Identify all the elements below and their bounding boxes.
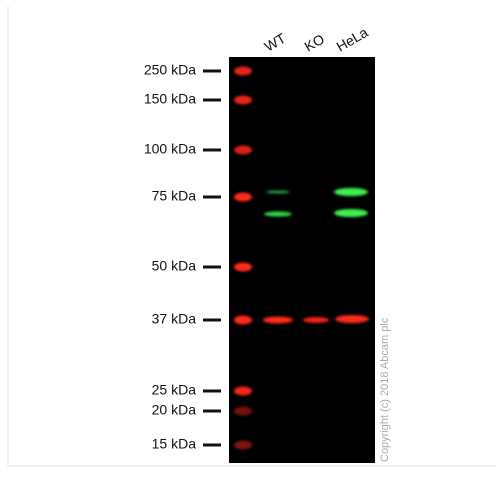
marker-label: 20 kDa [152,402,197,418]
ladder-band [234,316,252,325]
marker-label: 25 kDa [152,382,197,398]
marker-label: 75 kDa [152,188,197,204]
page: 250 kDa 150 kDa 100 kDa 75 kDa 50 kDa 37 kDa 2… [0,0,504,479]
ladder-band [234,387,252,396]
ladder-band [234,193,252,202]
copyright: Copyright (c) 2018 Abcam plc [379,317,391,462]
ladder-band [234,67,252,76]
ladder-band [234,96,252,105]
marker-label: 37 kDa [152,311,197,327]
marker-label: 100 kDa [144,141,196,157]
ladder-band [234,407,252,416]
marker-label: 150 kDa [144,91,196,107]
marker-label: 250 kDa [144,62,196,78]
marker-label: 50 kDa [152,258,197,274]
ladder-band [234,441,252,450]
blot [229,57,375,463]
marker-label: 15 kDa [152,436,197,452]
ladder-band [234,146,252,155]
ladder-band [234,263,252,272]
